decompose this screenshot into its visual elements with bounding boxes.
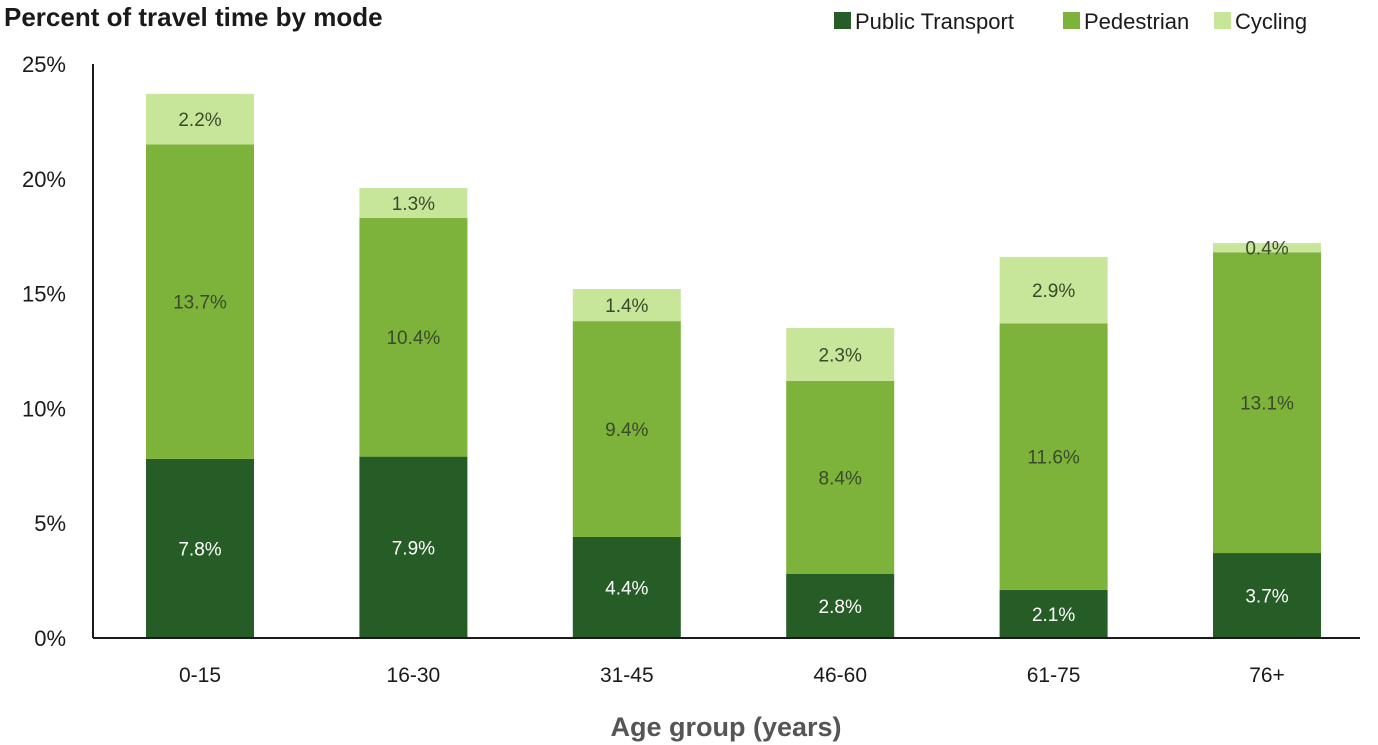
- data-label: 2.3%: [819, 345, 862, 366]
- bar-segment: [146, 144, 254, 459]
- bar-segment: [999, 256, 1108, 324]
- chart-title: Percent of travel time by mode: [4, 2, 383, 32]
- y-tick-label: 0%: [34, 626, 66, 651]
- x-tick-label: 16-30: [387, 664, 441, 687]
- data-label: 2.2%: [178, 110, 221, 131]
- bar-segment: [359, 187, 468, 218]
- data-label: 2.9%: [1032, 281, 1075, 302]
- data-label: 1.3%: [392, 194, 435, 215]
- y-tick-label: 5%: [34, 511, 66, 536]
- legend-label: Public Transport: [855, 9, 1014, 34]
- chart-legend: Public Transport Pedestrian Cycling: [834, 9, 1307, 34]
- data-label: 11.6%: [1027, 448, 1080, 469]
- x-axis: 0-15 16-30 31-45 46-60 61-75 76+: [93, 637, 1360, 687]
- data-label: 2.1%: [1032, 605, 1075, 626]
- data-label: 13.1%: [1240, 394, 1294, 415]
- bar-segment: [572, 536, 681, 638]
- data-label: 10.4%: [386, 328, 440, 349]
- y-axis: 0% 5% 10% 15% 20% 25%: [22, 52, 94, 651]
- data-label: 8.4%: [819, 468, 862, 489]
- x-axis-title: Age group (years): [610, 712, 841, 742]
- x-tick-label: 61-75: [1027, 664, 1081, 687]
- bar-segment: [1213, 252, 1321, 554]
- bar-segment: [786, 380, 895, 574]
- legend-swatch: [834, 12, 851, 29]
- legend-label: Pedestrian: [1084, 9, 1189, 34]
- bar-segment: [146, 93, 254, 145]
- y-tick-label: 20%: [22, 167, 66, 192]
- x-tick-label: 31-45: [600, 664, 654, 687]
- data-label: 7.9%: [392, 538, 435, 559]
- y-tick-label: 25%: [22, 52, 66, 77]
- y-tick-label: 15%: [22, 282, 66, 307]
- data-label: 3.7%: [1245, 587, 1288, 608]
- bar-segment: [572, 289, 681, 322]
- data-label: 1.4%: [605, 296, 648, 317]
- bar-segment: [146, 458, 254, 638]
- data-label: 13.7%: [173, 293, 227, 314]
- x-tick-label: 76+: [1249, 664, 1285, 687]
- bar-segment: [1213, 553, 1321, 638]
- y-tick-label: 10%: [22, 396, 66, 421]
- legend-swatch: [1214, 12, 1231, 29]
- bar-segment: [359, 456, 468, 638]
- data-label: 2.8%: [819, 597, 862, 618]
- bars-group: 7.8% 13.7% 2.2% 7.9% 10.4% 1.3% 4.4% 9.4% 1.4% 2.…: [146, 93, 1321, 638]
- bar-segment: [359, 217, 468, 457]
- bar-segment: [572, 321, 681, 537]
- bar-segment: [1213, 243, 1321, 253]
- x-tick-label: 0-15: [179, 664, 221, 687]
- bar-segment: [786, 328, 895, 381]
- data-label: 4.4%: [605, 578, 648, 599]
- bar-segment: [786, 573, 895, 638]
- x-tick-label: 46-60: [813, 664, 867, 687]
- bar-segment: [999, 589, 1108, 638]
- bar-segment: [999, 323, 1108, 590]
- data-label: 9.4%: [605, 420, 648, 441]
- data-label: 7.8%: [178, 539, 221, 560]
- data-label: 0.4%: [1245, 239, 1288, 260]
- legend-label: Cycling: [1235, 9, 1307, 34]
- legend-swatch: [1063, 12, 1080, 29]
